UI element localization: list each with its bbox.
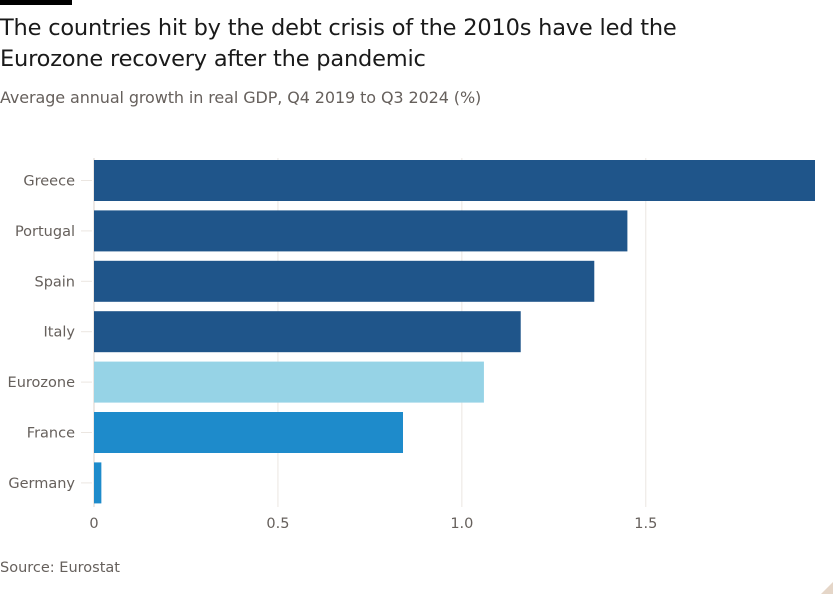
brand-bar xyxy=(0,0,72,5)
y-tick-label: Spain xyxy=(34,274,75,290)
y-tick-label: Germany xyxy=(8,476,75,492)
bar-portugal xyxy=(94,210,628,252)
bar-germany xyxy=(94,462,102,504)
y-tick-label: Portugal xyxy=(15,224,75,240)
y-tick-label: Eurozone xyxy=(8,375,76,391)
bars xyxy=(94,160,815,504)
y-tick-label: Italy xyxy=(44,325,76,341)
bar-eurozone xyxy=(94,361,484,403)
x-tick-label: 0.5 xyxy=(266,516,289,532)
x-tick-label: 1.0 xyxy=(450,516,473,532)
bar-greece xyxy=(94,160,815,201)
x-axis-labels: 0 0.5 1.0 1.5 xyxy=(89,516,657,532)
y-tick-label: France xyxy=(27,426,75,442)
x-tick-label: 0 xyxy=(89,516,98,532)
y-tick-label: Greece xyxy=(23,174,75,190)
bar-italy xyxy=(94,311,521,353)
y-axis-labels: Greece Portugal Spain Italy Eurozone France Ge… xyxy=(8,174,92,492)
chart-subtitle: Average annual growth in real GDP, Q4 20… xyxy=(0,88,482,107)
chart-title: The countries hit by the debt crisis of … xyxy=(0,15,677,72)
corner-fold-icon xyxy=(821,582,833,594)
bar-spain xyxy=(94,260,595,302)
x-tick-label: 1.5 xyxy=(634,516,657,532)
bar-france xyxy=(94,412,403,453)
source-note: Source: Eurostat xyxy=(0,560,120,576)
